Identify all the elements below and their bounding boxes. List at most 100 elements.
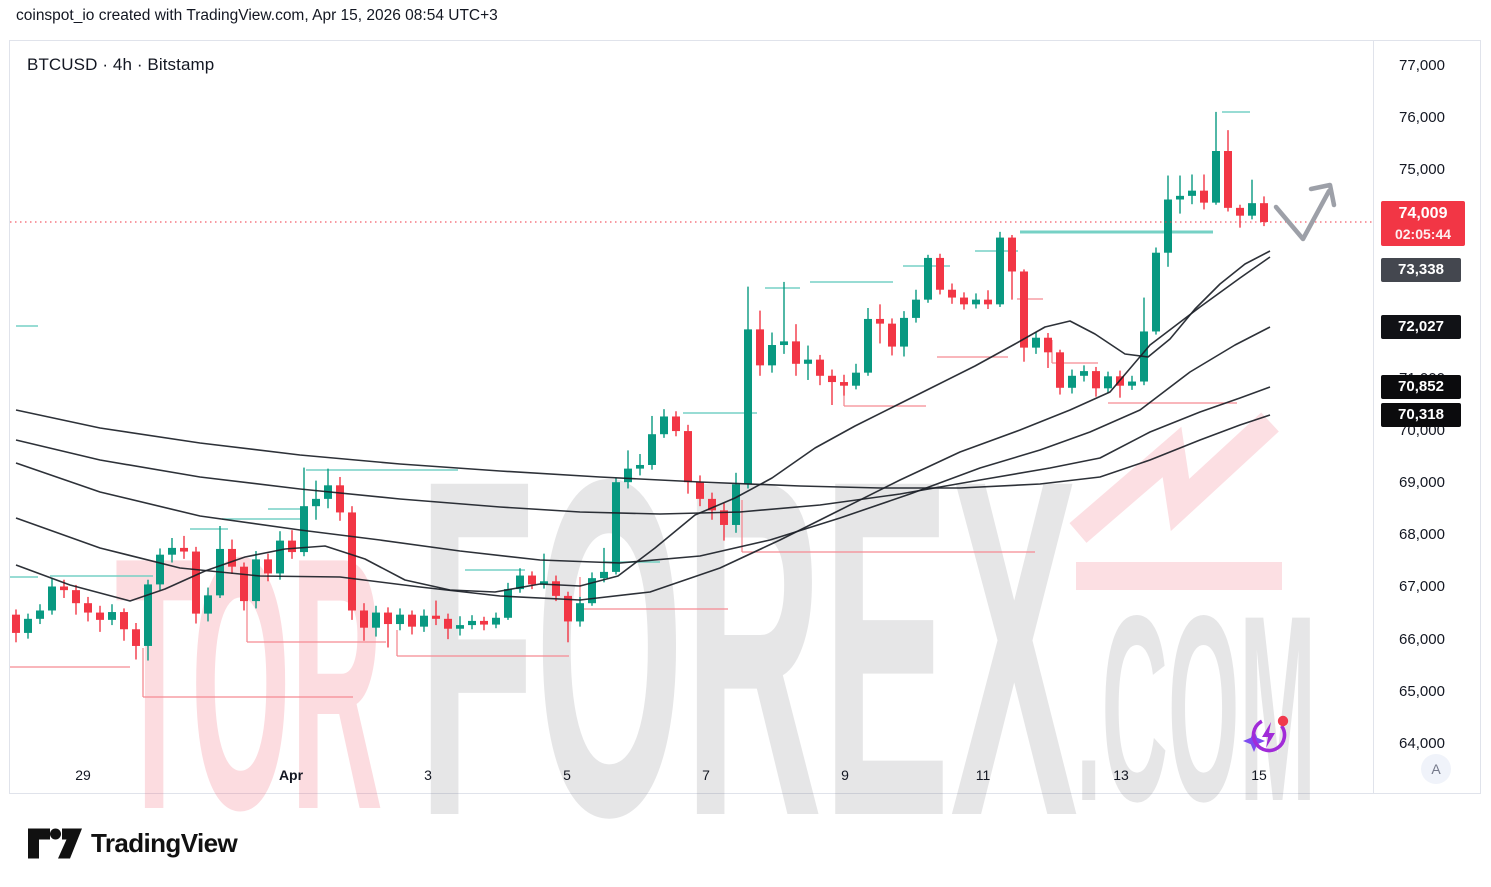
price-axis-separator bbox=[1373, 40, 1374, 794]
candle-body-up bbox=[300, 506, 308, 553]
candle-body-down bbox=[708, 498, 716, 511]
candle-body-down bbox=[1008, 237, 1016, 272]
candle-body-up bbox=[900, 317, 908, 347]
time-tick-label: 15 bbox=[1251, 767, 1267, 783]
current-price-value: 74,009 bbox=[1398, 205, 1448, 222]
candle-body-up bbox=[168, 547, 176, 555]
candle-body-up bbox=[372, 612, 380, 628]
candle-body-down bbox=[432, 615, 440, 619]
candle-body-up bbox=[612, 482, 620, 572]
current-price-badge: 74,009 02:05:44 bbox=[1381, 201, 1465, 246]
candle-body-up bbox=[636, 464, 644, 469]
candle-body-up bbox=[108, 612, 116, 620]
candle-body-down bbox=[1056, 352, 1064, 388]
candle-body-up bbox=[36, 610, 44, 619]
candle-body-down bbox=[1236, 207, 1244, 216]
candle-body-up bbox=[1164, 199, 1172, 253]
candle-body-up bbox=[1080, 371, 1088, 376]
candle-body-down bbox=[696, 482, 704, 499]
candle-body-up bbox=[912, 299, 920, 318]
candle-body-down bbox=[840, 382, 848, 386]
candle-body-up bbox=[780, 341, 788, 346]
candle-body-up bbox=[420, 615, 428, 627]
candle-body-down bbox=[288, 540, 296, 553]
candle-body-down bbox=[720, 510, 728, 525]
candle-body-down bbox=[1044, 337, 1052, 353]
candle-body-up bbox=[1212, 151, 1220, 203]
ma-2 bbox=[15, 256, 1271, 601]
candle-body-down bbox=[876, 318, 884, 324]
candle-body-up bbox=[744, 329, 752, 485]
candle-body-down bbox=[948, 289, 956, 298]
attribution-text: coinspot_io created with TradingView.com… bbox=[16, 7, 498, 24]
candle-body-up bbox=[624, 468, 632, 483]
price-tick-label: 64,000 bbox=[1399, 735, 1445, 752]
watermark-suffix: .COM bbox=[1076, 561, 1316, 857]
indicator-value-badge: 73,338 bbox=[1381, 258, 1461, 282]
candle-body-up bbox=[1152, 252, 1160, 332]
candle-body-up bbox=[804, 359, 812, 364]
watermark-underline-bar bbox=[1076, 562, 1282, 590]
candle-body-down bbox=[84, 603, 92, 613]
indicator-value-badge: 70,318 bbox=[1381, 403, 1461, 427]
candle-body-up bbox=[648, 434, 656, 465]
candle-body-up bbox=[492, 617, 500, 625]
candle-body-up bbox=[864, 318, 872, 373]
tradingview-logo[interactable]: TradingView bbox=[28, 823, 238, 863]
price-tick-label: 68,000 bbox=[1399, 526, 1445, 543]
candle-body-down bbox=[816, 359, 824, 376]
candle-body-down bbox=[264, 559, 272, 574]
candle-body-down bbox=[408, 614, 416, 627]
candle-body-up bbox=[972, 299, 980, 305]
candle-body-down bbox=[96, 612, 104, 620]
indicator-value-badge: 70,852 bbox=[1381, 375, 1461, 399]
candle-body-up bbox=[204, 595, 212, 614]
candle-body-up bbox=[732, 484, 740, 525]
candle-body-down bbox=[1260, 203, 1268, 222]
candle-body-up bbox=[1032, 337, 1040, 348]
candle-body-down bbox=[120, 612, 128, 630]
candle-body-up bbox=[588, 578, 596, 604]
candle-body-up bbox=[468, 620, 476, 626]
candle-body-up bbox=[576, 603, 584, 622]
time-tick-label: 13 bbox=[1113, 767, 1129, 783]
candle-body-down bbox=[1092, 371, 1100, 389]
time-tick-label: 11 bbox=[975, 767, 991, 783]
candle-body-down bbox=[528, 575, 536, 585]
candle-body-down bbox=[360, 610, 368, 628]
price-tick-label: 66,000 bbox=[1399, 631, 1445, 648]
candle-body-up bbox=[504, 589, 512, 618]
candle-body-up bbox=[924, 257, 932, 300]
price-tick-label: 75,000 bbox=[1399, 161, 1445, 178]
ma-4 bbox=[15, 386, 1271, 515]
candle-body-down bbox=[936, 257, 944, 290]
candle-body-up bbox=[768, 345, 776, 366]
candle-body-up bbox=[1176, 195, 1184, 200]
candle-body-down bbox=[480, 620, 488, 625]
candle-body-up bbox=[252, 559, 260, 602]
bar-countdown: 02:05:44 bbox=[1394, 226, 1452, 242]
auto-scale-button[interactable]: A bbox=[1421, 754, 1451, 784]
candle-body-up bbox=[456, 625, 464, 629]
time-tick-label: 29 bbox=[75, 767, 91, 783]
candle-body-up bbox=[276, 540, 284, 574]
time-tick-label: 5 bbox=[563, 767, 571, 783]
price-tick-label: 76,000 bbox=[1399, 109, 1445, 126]
candle-body-up bbox=[48, 586, 56, 611]
candle-body-down bbox=[384, 612, 392, 625]
ma-3 bbox=[15, 326, 1271, 564]
candle-body-down bbox=[672, 416, 680, 432]
candle-body-up bbox=[540, 581, 548, 585]
ai-flash-icon[interactable] bbox=[1243, 713, 1291, 756]
ma-fast bbox=[15, 250, 1271, 602]
ma-5 bbox=[15, 409, 1271, 489]
candle-body-up bbox=[1248, 203, 1256, 216]
price-tick-label: 77,000 bbox=[1399, 57, 1445, 74]
candle-body-down bbox=[444, 618, 452, 629]
price-tick-label: 69,000 bbox=[1399, 474, 1445, 491]
candle-body-down bbox=[336, 485, 344, 513]
candle-body-down bbox=[180, 547, 188, 552]
candle-body-down bbox=[348, 512, 356, 611]
sketch-arrow-icon bbox=[1273, 182, 1337, 242]
